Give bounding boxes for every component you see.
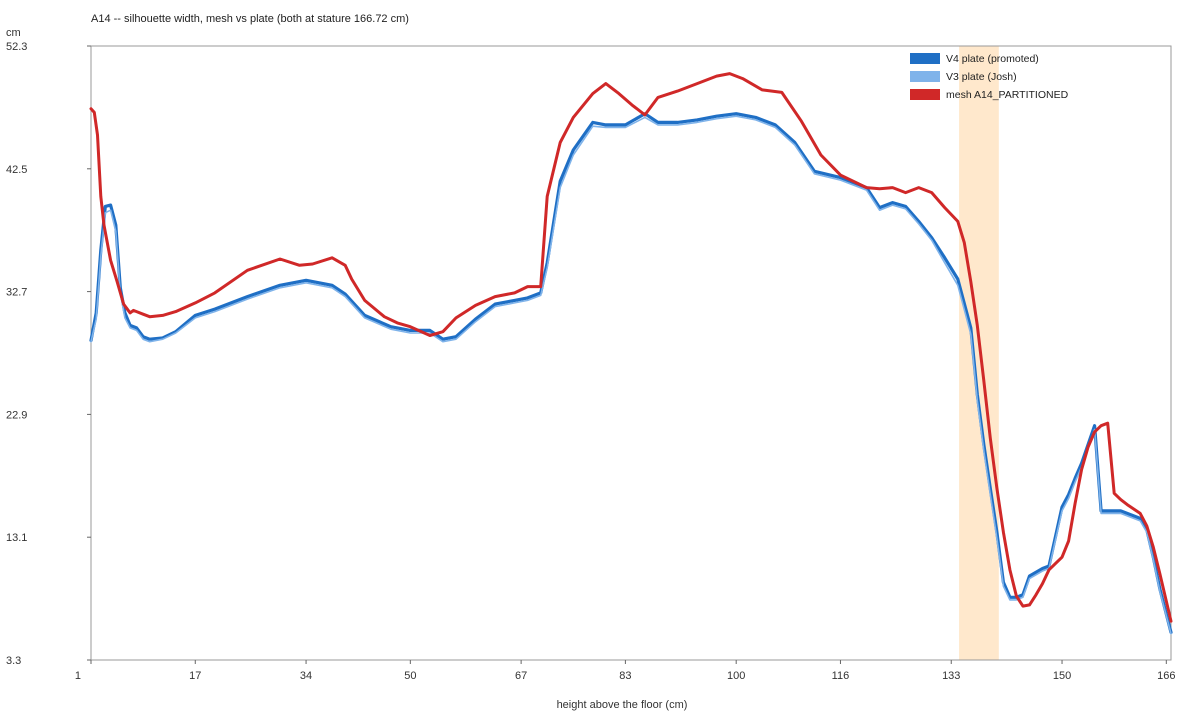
legend-label: V3 plate (Josh)	[946, 71, 1017, 83]
x-tick-label: 83	[619, 670, 631, 682]
series-line	[89, 112, 1173, 634]
x-tick-label: 100	[727, 670, 745, 682]
y-tick-label: 42.5	[6, 164, 27, 176]
x-tick-label: 1	[75, 670, 81, 682]
plot-frame	[90, 45, 1172, 661]
legend-swatch	[910, 53, 940, 64]
y-tick-label: 3.3	[6, 655, 21, 667]
y-axis-title: cm	[6, 27, 21, 39]
x-tick-label: 67	[515, 670, 527, 682]
x-tick-label: 50	[404, 670, 416, 682]
plot-area: 3.3 13.1 22.9 32.7 42.5 52.3 1 17 34 50 67 83 100 116…	[6, 41, 1175, 682]
y-tick-label: 22.9	[6, 409, 27, 421]
legend-swatch	[910, 89, 940, 100]
legend-label: V4 plate (promoted)	[946, 53, 1039, 65]
legend-swatch	[910, 71, 940, 82]
series-line	[89, 72, 1173, 623]
y-tick-label: 52.3	[6, 41, 27, 53]
legend: V4 plate (promoted) V3 plate (Josh) mesh A…	[910, 53, 1069, 101]
highlight-band	[959, 46, 999, 660]
x-tick-label: 17	[189, 670, 201, 682]
x-tick-label: 150	[1053, 670, 1071, 682]
x-tick-label: 116	[832, 670, 850, 682]
y-tick-label: 32.7	[6, 287, 27, 299]
x-tick-label: 34	[300, 670, 312, 682]
x-tick-label: 166	[1157, 670, 1175, 682]
series-line	[90, 115, 1172, 635]
x-axis-title: height above the floor (cm)	[557, 699, 688, 711]
chart-title: A14 -- silhouette width, mesh vs plate (…	[91, 13, 409, 25]
legend-label: mesh A14_PARTITIONED	[946, 89, 1069, 101]
y-tick-label: 13.1	[6, 532, 27, 544]
x-tick-label: 133	[942, 670, 960, 682]
